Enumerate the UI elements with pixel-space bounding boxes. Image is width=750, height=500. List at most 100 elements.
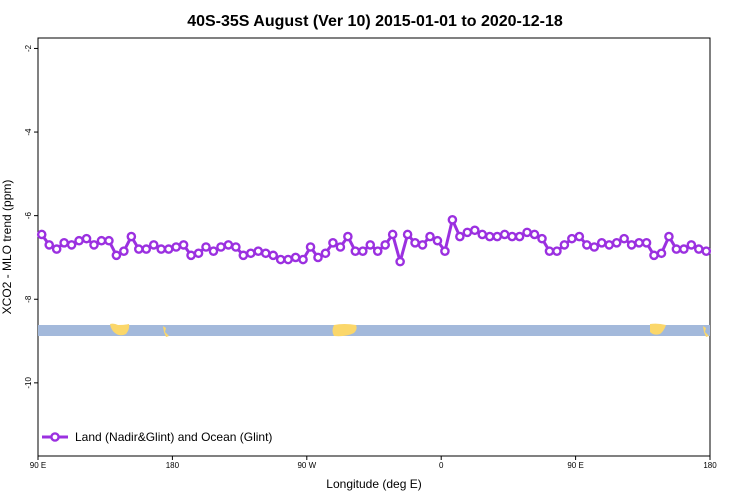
data-point xyxy=(387,229,398,240)
data-point xyxy=(671,244,682,254)
plot-frame xyxy=(37,37,711,457)
x-tick-label: 90 E xyxy=(30,461,46,470)
data-point xyxy=(455,231,465,242)
data-point xyxy=(514,231,525,242)
x-tick-label: 90 E xyxy=(567,461,583,470)
land-patch-new-zealand xyxy=(163,326,169,337)
land-patch-australia-repeat xyxy=(650,323,666,335)
data-point xyxy=(186,250,196,261)
data-point xyxy=(253,246,264,256)
data-point xyxy=(268,250,279,261)
y-tick-label: -2 xyxy=(24,44,33,52)
data-point xyxy=(499,229,510,240)
data-point xyxy=(417,240,428,250)
data-point xyxy=(567,233,577,244)
data-point xyxy=(313,252,323,263)
data-point xyxy=(148,240,159,250)
data-point xyxy=(111,250,122,261)
data-point xyxy=(372,246,383,256)
data-point xyxy=(462,227,473,238)
data-point xyxy=(141,244,152,254)
data-point xyxy=(410,238,420,248)
data-point xyxy=(582,240,592,250)
data-point xyxy=(559,240,570,250)
chart-title: 40S-35S August (Ver 10) 2015-01-01 to 20… xyxy=(187,13,563,30)
data-point xyxy=(484,231,495,242)
data-point xyxy=(522,227,532,238)
x-tick-label: 0 xyxy=(439,461,444,470)
data-point xyxy=(320,248,331,259)
data-point xyxy=(350,246,361,256)
data-point xyxy=(544,246,555,256)
data-point xyxy=(119,246,129,256)
data-point xyxy=(335,242,346,252)
data-point xyxy=(66,240,77,250)
data-point xyxy=(298,254,308,265)
legend-label: Land (Nadir&Glint) and Ocean (Glint) xyxy=(75,430,272,444)
data-point xyxy=(537,233,547,244)
data-point xyxy=(328,238,338,248)
data-point xyxy=(275,254,286,265)
legend: Land (Nadir&Glint) and Ocean (Glint) xyxy=(42,430,272,444)
data-point xyxy=(626,240,637,250)
y-tick-label: -10 xyxy=(24,377,33,389)
data-point xyxy=(231,242,241,252)
data-point xyxy=(238,250,249,261)
data-point xyxy=(619,233,629,244)
data-point xyxy=(245,248,256,259)
data-point xyxy=(552,246,562,256)
series-layer xyxy=(36,215,712,267)
data-point xyxy=(649,250,659,261)
data-point xyxy=(74,235,84,246)
data-point xyxy=(201,242,211,252)
data-point xyxy=(223,240,234,250)
data-point xyxy=(574,231,585,242)
data-point xyxy=(89,240,99,250)
y-tick-label: -4 xyxy=(24,128,33,136)
land-patch-south-america xyxy=(332,324,357,337)
x-axis: 90 E 180 90 W 0 90 E 180 xyxy=(30,456,717,470)
y-tick-label: -8 xyxy=(24,295,33,303)
data-point xyxy=(694,244,704,254)
data-point xyxy=(469,225,480,236)
map-strip xyxy=(38,323,710,337)
legend-marker xyxy=(50,432,60,442)
data-point xyxy=(701,246,712,256)
y-axis-label: XCO2 - MLO trend (ppm) xyxy=(0,180,14,315)
data-point xyxy=(126,231,137,242)
data-point xyxy=(305,242,316,252)
data-point xyxy=(395,256,405,267)
data-point xyxy=(634,238,644,248)
data-point xyxy=(51,244,62,254)
data-point xyxy=(260,248,271,259)
data-point xyxy=(596,238,607,248)
data-point xyxy=(589,242,600,252)
data-point xyxy=(283,254,293,265)
series-line xyxy=(40,218,707,264)
data-point xyxy=(664,231,674,242)
data-point xyxy=(679,244,689,254)
ocean-band xyxy=(38,325,710,336)
data-point xyxy=(686,240,697,250)
data-point xyxy=(641,238,652,248)
data-point xyxy=(156,244,166,254)
data-point xyxy=(357,246,368,256)
data-point xyxy=(477,229,488,240)
data-point xyxy=(492,231,503,242)
data-point xyxy=(432,235,443,246)
data-point xyxy=(171,242,181,252)
data-point xyxy=(44,240,55,250)
data-point xyxy=(402,229,413,240)
y-axis: -2 -4 -6 -8 -10 xyxy=(24,44,38,389)
x-tick-label: 90 W xyxy=(297,461,316,470)
data-point xyxy=(604,240,615,250)
data-point xyxy=(133,244,144,254)
data-point xyxy=(178,240,189,250)
data-point xyxy=(365,240,376,250)
data-point xyxy=(380,240,391,250)
data-point xyxy=(290,252,301,263)
data-point xyxy=(36,229,47,240)
x-tick-label: 180 xyxy=(703,461,717,470)
data-point xyxy=(507,231,517,242)
data-point xyxy=(104,235,114,246)
